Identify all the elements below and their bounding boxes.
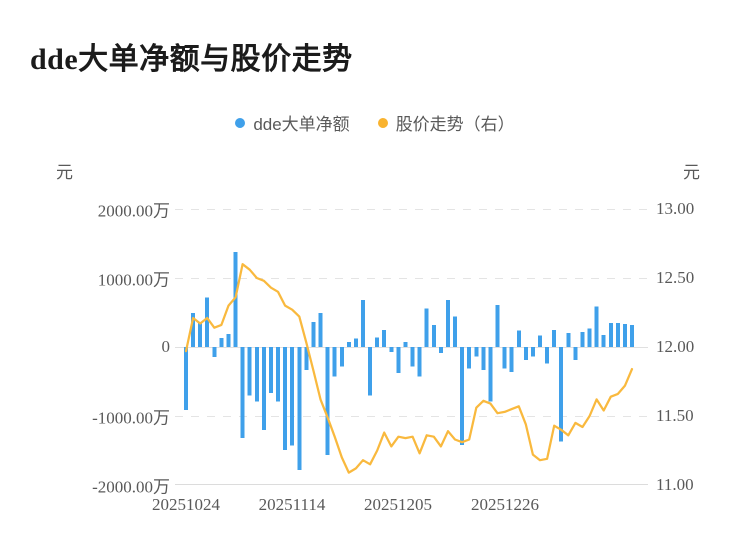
bar[interactable] — [502, 347, 507, 369]
bar[interactable] — [219, 338, 224, 347]
left-axis-tick: 0 — [161, 337, 171, 356]
bar[interactable] — [474, 347, 479, 357]
bar[interactable] — [254, 347, 259, 402]
left-axis-unit: 元 — [56, 163, 73, 182]
bar[interactable] — [417, 347, 422, 377]
bar[interactable] — [559, 347, 564, 442]
bar[interactable] — [346, 341, 351, 347]
legend-dot-yellow-icon — [377, 117, 388, 128]
bar[interactable] — [325, 347, 330, 455]
bar[interactable] — [226, 334, 231, 347]
right-axis-tick: 11.00 — [656, 475, 694, 494]
bar[interactable] — [488, 347, 493, 402]
bar[interactable] — [389, 347, 394, 352]
bar[interactable] — [184, 347, 188, 410]
bar[interactable] — [446, 300, 450, 347]
bar[interactable] — [509, 347, 514, 372]
bar[interactable] — [538, 335, 542, 347]
legend-dot-blue-icon — [235, 117, 246, 128]
bar[interactable] — [212, 347, 217, 357]
bar[interactable] — [530, 347, 535, 357]
bar[interactable] — [424, 308, 429, 347]
bar[interactable] — [247, 347, 252, 396]
price-line[interactable] — [184, 263, 634, 474]
bar[interactable] — [240, 347, 245, 439]
bar[interactable] — [601, 334, 606, 347]
bar[interactable] — [339, 347, 344, 367]
right-axis-tick: 13.00 — [656, 199, 695, 218]
x-axis-label: 20251114 — [258, 495, 326, 514]
chart-legend: dde大单净额 股价走势（右） — [0, 110, 750, 135]
bar[interactable] — [332, 347, 337, 377]
bar[interactable] — [545, 347, 550, 364]
legend-label: dde大单净额 — [253, 115, 350, 134]
bar[interactable] — [297, 347, 302, 470]
bar[interactable] — [460, 347, 465, 445]
right-axis-tick: 12.00 — [656, 337, 695, 356]
bar[interactable] — [523, 347, 528, 361]
bar-series[interactable] — [184, 252, 634, 470]
bar[interactable] — [481, 347, 486, 370]
bar[interactable] — [516, 330, 521, 347]
x-axis-label: 20251226 — [471, 495, 539, 514]
bar[interactable] — [594, 306, 599, 347]
bar[interactable] — [587, 328, 592, 347]
bar[interactable] — [198, 322, 203, 347]
bar[interactable] — [566, 333, 571, 347]
bar[interactable] — [353, 338, 358, 347]
bar[interactable] — [623, 323, 627, 347]
legend-item-line-series[interactable]: 股价走势（右） — [377, 110, 515, 135]
bar[interactable] — [615, 323, 620, 347]
bar[interactable] — [290, 347, 295, 446]
bar[interactable] — [382, 329, 387, 348]
bar[interactable] — [304, 347, 309, 370]
bar[interactable] — [630, 324, 634, 347]
bar[interactable] — [438, 347, 443, 354]
bar[interactable] — [453, 316, 457, 347]
bar[interactable] — [608, 323, 613, 347]
legend-label: 股价走势（右） — [395, 115, 515, 134]
bar[interactable] — [233, 252, 238, 347]
page-title: dde大单净额与股价走势 — [30, 43, 353, 76]
right-axis-unit: 元 — [683, 163, 700, 182]
legend-item-bar-series[interactable]: dde大单净额 — [235, 110, 350, 135]
x-axis-label: 20251024 — [152, 495, 220, 514]
bar[interactable] — [552, 329, 557, 348]
bar[interactable] — [410, 347, 415, 367]
bar[interactable] — [573, 347, 578, 361]
bar[interactable] — [276, 347, 280, 402]
bar[interactable] — [368, 347, 373, 396]
bar[interactable] — [431, 324, 436, 347]
right-axis-tick: 11.50 — [656, 406, 694, 425]
bar[interactable] — [361, 300, 365, 347]
bar[interactable] — [467, 347, 472, 369]
bar[interactable] — [495, 304, 500, 347]
bar[interactable] — [205, 297, 210, 347]
right-axis-tick: 12.50 — [656, 268, 695, 287]
bar[interactable] — [269, 347, 273, 394]
left-axis-tick: -1000.00万 — [92, 408, 170, 428]
bar[interactable] — [403, 341, 408, 347]
bar[interactable] — [311, 321, 316, 347]
line-series[interactable] — [184, 263, 634, 474]
bar[interactable] — [261, 347, 266, 430]
bar[interactable] — [580, 331, 585, 347]
bar[interactable] — [375, 337, 380, 347]
bar[interactable] — [191, 313, 196, 347]
bar[interactable] — [396, 347, 401, 374]
left-axis-tick: 2000.00万 — [97, 201, 170, 221]
bar[interactable] — [283, 347, 288, 450]
left-axis-tick: -2000.00万 — [92, 477, 170, 497]
left-axis-tick: 1000.00万 — [97, 270, 170, 290]
x-axis-label: 20251205 — [364, 495, 432, 514]
chart-plot-area[interactable] — [175, 209, 648, 485]
bar[interactable] — [318, 313, 323, 347]
